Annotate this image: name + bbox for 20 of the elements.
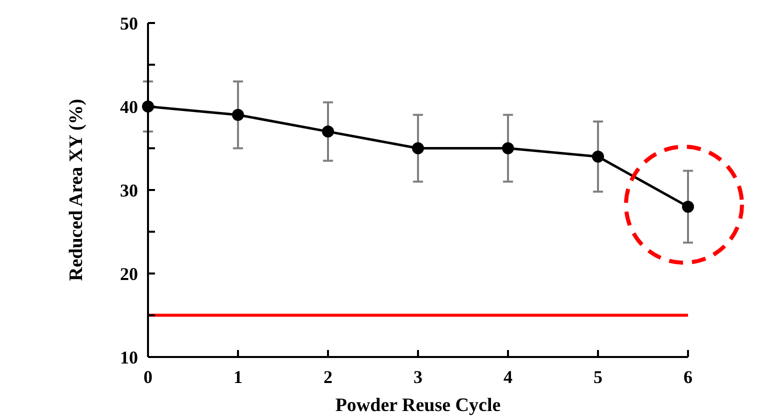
point (502, 142, 514, 154)
point (682, 200, 694, 213)
point (592, 150, 604, 163)
x-axis-title: Powder Reuse Cycle (335, 395, 501, 416)
x-tick-label: 5 (594, 367, 602, 387)
y-axis-title: Reduced Area XY (%) (66, 98, 87, 282)
x-tick-label: 0 (144, 367, 152, 387)
x-tick-label: 4 (504, 367, 512, 387)
x-tick-label: 3 (414, 367, 422, 387)
x-tick-label: 6 (684, 367, 692, 387)
y-tick-label: 40 (120, 96, 138, 117)
point (232, 108, 244, 121)
y-tick-label: 10 (120, 347, 138, 368)
x-tick-label: 2 (324, 367, 332, 387)
point (322, 126, 334, 138)
x-tick-label: 1 (234, 367, 242, 387)
y-tick-label: 50 (120, 13, 138, 34)
point (412, 142, 424, 154)
y-tick-label: 20 (120, 264, 138, 284)
y-tick-label: 30 (120, 180, 138, 200)
